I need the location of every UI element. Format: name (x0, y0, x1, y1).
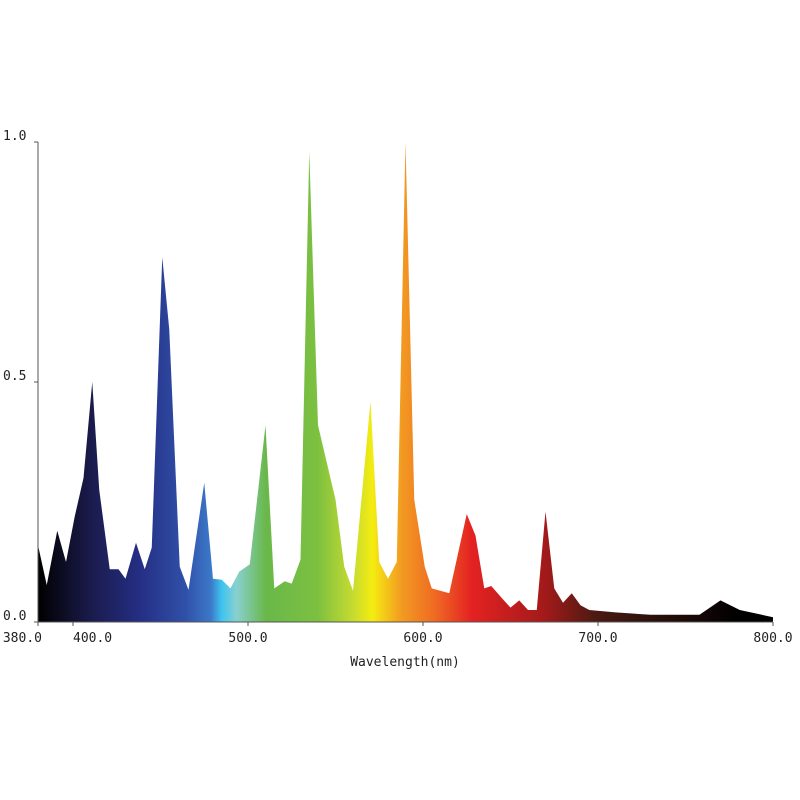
x-tick-label: 600.0 (403, 631, 442, 646)
x-tick-label: 380.0 (3, 631, 42, 646)
x-tick-label: 800.0 (753, 631, 792, 646)
x-axis-label: Wavelength(nm) (350, 655, 460, 670)
x-tick-label: 500.0 (228, 631, 267, 646)
x-tick-label: 700.0 (578, 631, 617, 646)
x-tick-label: 400.0 (73, 631, 112, 646)
y-tick-label: 0.5 (3, 369, 26, 384)
y-tick-label: 1.0 (3, 129, 26, 144)
y-tick-label: 0.0 (3, 609, 26, 624)
spectrum-area (38, 142, 773, 622)
